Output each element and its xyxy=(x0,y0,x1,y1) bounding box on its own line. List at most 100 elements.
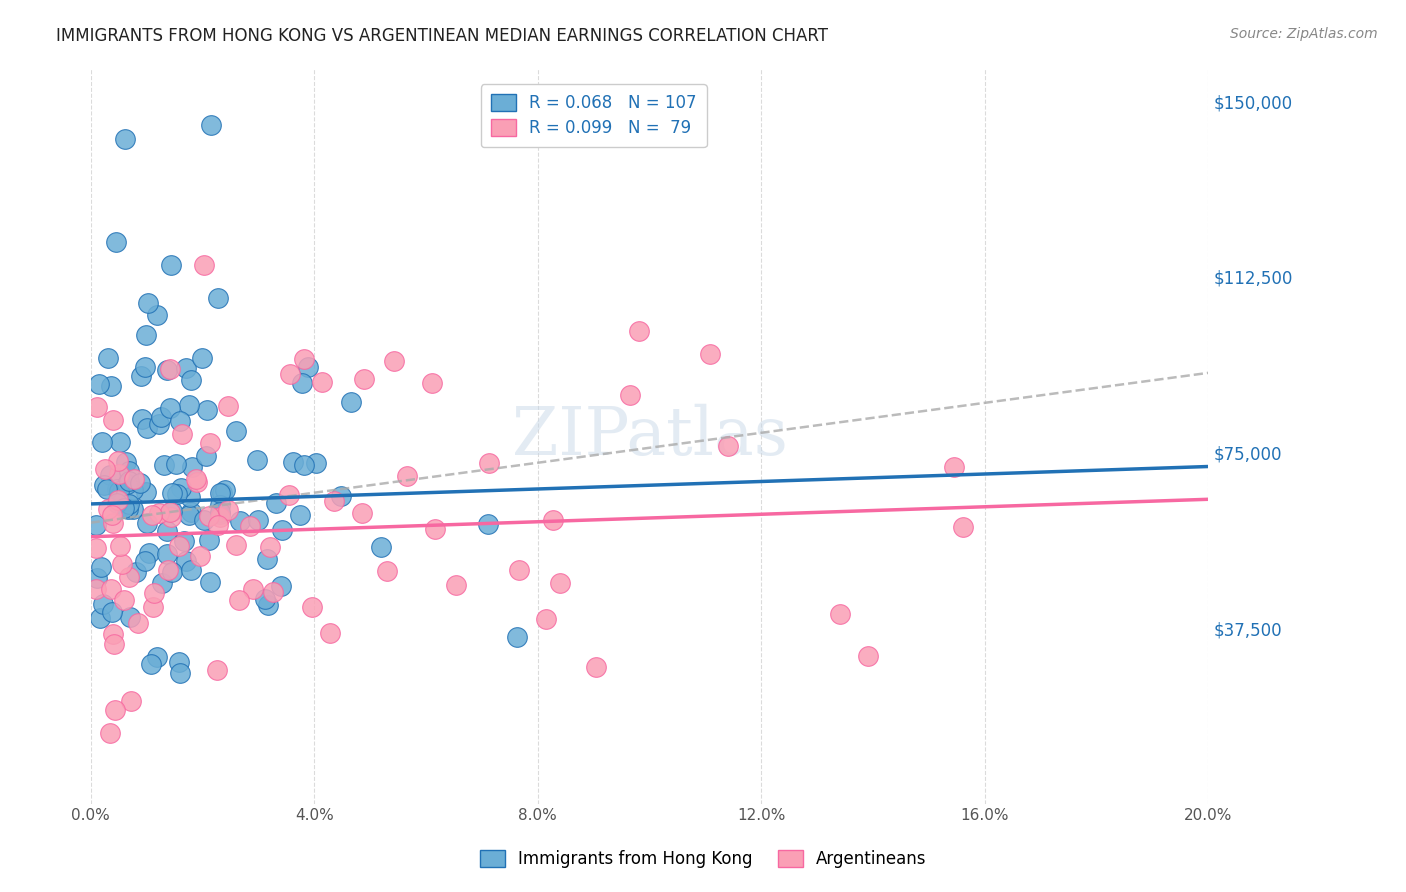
Point xyxy=(179,491,201,505)
Point xyxy=(262,585,284,599)
Point xyxy=(217,503,239,517)
Point xyxy=(145,309,167,323)
Point xyxy=(153,458,176,472)
Point xyxy=(169,655,191,669)
Point xyxy=(193,513,215,527)
Point xyxy=(142,600,165,615)
Point xyxy=(420,376,443,391)
Point xyxy=(184,473,207,487)
Text: IMMIGRANTS FROM HONG KONG VS ARGENTINEAN MEDIAN EARNINGS CORRELATION CHART: IMMIGRANTS FROM HONG KONG VS ARGENTINEAN… xyxy=(56,27,828,45)
Point xyxy=(209,498,232,512)
Point xyxy=(160,258,183,272)
Point xyxy=(253,592,276,607)
Point xyxy=(278,488,301,502)
Point xyxy=(209,509,232,524)
Point xyxy=(180,459,202,474)
Point xyxy=(208,504,231,518)
Point xyxy=(246,453,269,467)
Point xyxy=(97,502,120,516)
Point xyxy=(375,564,398,578)
Point xyxy=(352,507,374,521)
Point xyxy=(146,650,169,665)
Point xyxy=(159,505,181,519)
Point xyxy=(699,347,721,361)
Point xyxy=(98,726,121,740)
Point xyxy=(101,626,124,640)
Point xyxy=(288,508,311,522)
Point xyxy=(136,420,159,434)
Point xyxy=(159,401,181,416)
Point xyxy=(225,538,247,552)
Point xyxy=(194,449,217,463)
Text: Source: ZipAtlas.com: Source: ZipAtlas.com xyxy=(1230,27,1378,41)
Point xyxy=(84,541,107,555)
Point xyxy=(159,510,181,524)
Point xyxy=(90,435,112,450)
Point xyxy=(508,563,530,577)
Point xyxy=(548,576,571,591)
Point xyxy=(200,118,222,132)
Point xyxy=(115,477,138,491)
Point xyxy=(118,609,141,624)
Point xyxy=(193,258,215,272)
Point xyxy=(301,600,323,615)
Point xyxy=(247,512,270,526)
Point xyxy=(318,626,340,640)
Point xyxy=(323,494,346,508)
Point xyxy=(278,367,301,381)
Point xyxy=(91,597,114,611)
Point xyxy=(180,563,202,577)
Point xyxy=(191,351,214,365)
Point xyxy=(152,576,174,591)
Point xyxy=(207,518,229,533)
Point xyxy=(160,486,183,500)
Point xyxy=(103,637,125,651)
Point xyxy=(423,522,446,536)
Point xyxy=(94,462,117,476)
Point xyxy=(86,571,108,585)
Point xyxy=(943,460,966,475)
Point xyxy=(165,457,187,471)
Legend: R = 0.068   N = 107, R = 0.099   N =  79: R = 0.068 N = 107, R = 0.099 N = 79 xyxy=(481,84,706,147)
Point xyxy=(177,398,200,412)
Text: ZIPatlas: ZIPatlas xyxy=(512,403,787,468)
Point xyxy=(208,507,231,521)
Point xyxy=(396,468,419,483)
Point xyxy=(170,481,193,495)
Point xyxy=(100,582,122,596)
Point xyxy=(174,554,197,568)
Point xyxy=(297,360,319,375)
Point xyxy=(156,363,179,377)
Point xyxy=(157,563,180,577)
Point xyxy=(125,565,148,579)
Point xyxy=(329,489,352,503)
Point xyxy=(105,235,128,249)
Point xyxy=(122,501,145,516)
Point xyxy=(478,456,501,470)
Point xyxy=(112,501,135,516)
Point xyxy=(108,434,131,449)
Point xyxy=(84,518,107,533)
Point xyxy=(117,497,139,511)
Point xyxy=(506,630,529,644)
Point xyxy=(211,486,233,500)
Point xyxy=(370,541,392,555)
Point xyxy=(305,456,328,470)
Point xyxy=(111,558,134,572)
Point xyxy=(103,413,125,427)
Point xyxy=(118,464,141,478)
Point xyxy=(257,598,280,612)
Point xyxy=(188,549,211,564)
Point xyxy=(174,361,197,376)
Point xyxy=(120,693,142,707)
Point xyxy=(135,516,157,530)
Point xyxy=(166,486,188,500)
Point xyxy=(619,388,641,402)
Point xyxy=(179,508,201,523)
Point xyxy=(107,467,129,482)
Point xyxy=(89,611,111,625)
Point xyxy=(117,502,139,516)
Point xyxy=(127,615,149,630)
Legend: Immigrants from Hong Kong, Argentineans: Immigrants from Hong Kong, Argentineans xyxy=(472,843,934,875)
Point xyxy=(138,546,160,560)
